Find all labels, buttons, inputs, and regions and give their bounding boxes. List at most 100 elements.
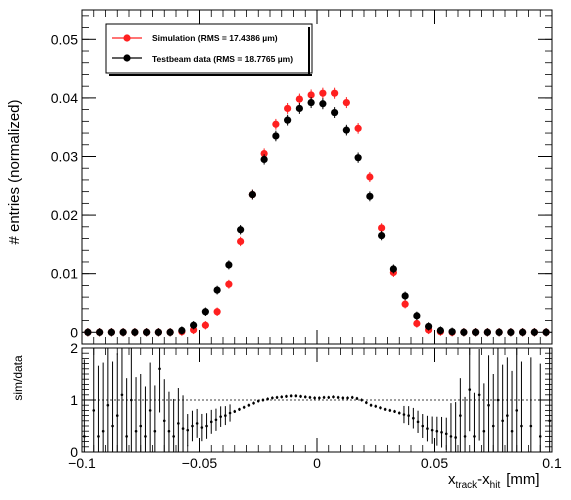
main-y-tick-label: 0.03 [51, 148, 78, 164]
ratio-point [346, 396, 349, 400]
ratio-point [214, 418, 218, 422]
ratio-point [491, 424, 495, 428]
x-tick-label: 0 [313, 455, 321, 471]
testbeam-point [307, 98, 315, 107]
ratio-y-tick-label: 2 [70, 340, 78, 356]
ratio-point [120, 393, 124, 397]
legend-label-testbeam: Testbeam data (RMS = 18.7765 µm) [152, 54, 293, 64]
testbeam-point [248, 190, 256, 199]
x-tick-label: −0.1 [68, 455, 96, 471]
testbeam-point [425, 322, 433, 331]
ratio-point [289, 394, 293, 398]
testbeam-point [213, 286, 221, 294]
testbeam-point [96, 328, 104, 336]
ratio-point [247, 403, 251, 407]
ratio-point [393, 410, 396, 413]
testbeam-point [284, 116, 292, 124]
legend: Simulation (RMS = 17.4386 µm) Testbeam d… [105, 23, 313, 76]
ratio-point [440, 430, 443, 434]
simulation-point [307, 91, 315, 99]
ratio-point [195, 422, 199, 425]
ratio-point [158, 367, 161, 371]
ratio-point [134, 429, 138, 433]
testbeam-point [295, 104, 303, 113]
testbeam-point [495, 328, 503, 336]
ratio-point [313, 396, 316, 400]
ratio-point [233, 410, 237, 413]
testbeam-point [84, 328, 92, 336]
ratio-point [444, 432, 448, 436]
ratio-point [416, 420, 420, 424]
ratio-point [487, 403, 490, 407]
ratio-point [92, 409, 96, 412]
ratio-y-tick-label: 0 [70, 444, 78, 460]
testbeam-point [366, 192, 374, 200]
ratio-point [510, 429, 514, 433]
ratio-point [430, 428, 434, 432]
ratio-point [341, 396, 345, 400]
simulation-point [237, 237, 245, 246]
testbeam-point [530, 328, 538, 336]
testbeam-point [237, 226, 245, 234]
ratio-point [153, 429, 157, 433]
testbeam-point [178, 326, 186, 335]
x-axis-label: xtrack-xhit [mm] [448, 471, 540, 491]
main-series-layer [84, 87, 550, 337]
simulation-point [260, 149, 268, 158]
ratio-point [125, 435, 128, 438]
x-tick-label: −0.05 [182, 455, 218, 471]
ratio-point [256, 399, 260, 403]
simulation-point [331, 89, 339, 97]
ratio-point [83, 435, 86, 438]
ratio-point [238, 408, 241, 411]
ratio-point [454, 436, 457, 439]
testbeam-point [107, 328, 115, 336]
testbeam-point [483, 328, 491, 336]
ratio-point [355, 397, 359, 400]
ratio-point [209, 420, 213, 424]
ratio-point [191, 424, 194, 428]
ratio-point [303, 395, 307, 399]
ratio-point [520, 424, 523, 428]
main-y-axis-label: # entries (normalized) [6, 99, 23, 244]
ratio-point [407, 414, 410, 417]
testbeam-point [389, 265, 397, 273]
ratio-point [177, 422, 180, 425]
ratio-point [162, 419, 166, 423]
simulation-point [401, 300, 409, 308]
ratio-point [139, 424, 143, 428]
ratio-point [200, 426, 204, 429]
ratio-point [318, 396, 321, 400]
ratio-point [186, 428, 190, 432]
ratio-point [285, 395, 288, 398]
main-y-tick-label: 0.02 [51, 207, 78, 223]
ratio-point [294, 394, 298, 398]
testbeam-point [331, 108, 339, 117]
ratio-point [379, 406, 382, 410]
testbeam-point [519, 328, 527, 336]
ratio-point [463, 435, 467, 438]
legend-marker-testbeam [123, 54, 131, 62]
ratio-point [261, 398, 265, 402]
ratio-y-tick-label: 1 [70, 392, 78, 408]
ratio-point [402, 413, 406, 416]
ratio-point [115, 414, 119, 417]
ratio-point [172, 435, 175, 438]
testbeam-point [354, 154, 362, 162]
ratio-series-layer [83, 348, 551, 452]
ratio-point [548, 419, 551, 423]
ratio-point [224, 414, 227, 417]
testbeam-point [225, 261, 233, 269]
testbeam-point [154, 328, 162, 336]
ratio-point [167, 429, 171, 433]
ratio-point [252, 401, 255, 405]
legend-label-simulation: Simulation (RMS = 17.4386 µm) [152, 33, 278, 43]
ratio-point [426, 427, 429, 430]
ratio-point [181, 427, 185, 430]
testbeam-point [378, 231, 386, 240]
simulation-point [366, 173, 374, 181]
ratio-point [468, 388, 472, 391]
ratio-point [459, 414, 462, 417]
testbeam-point [166, 328, 174, 336]
